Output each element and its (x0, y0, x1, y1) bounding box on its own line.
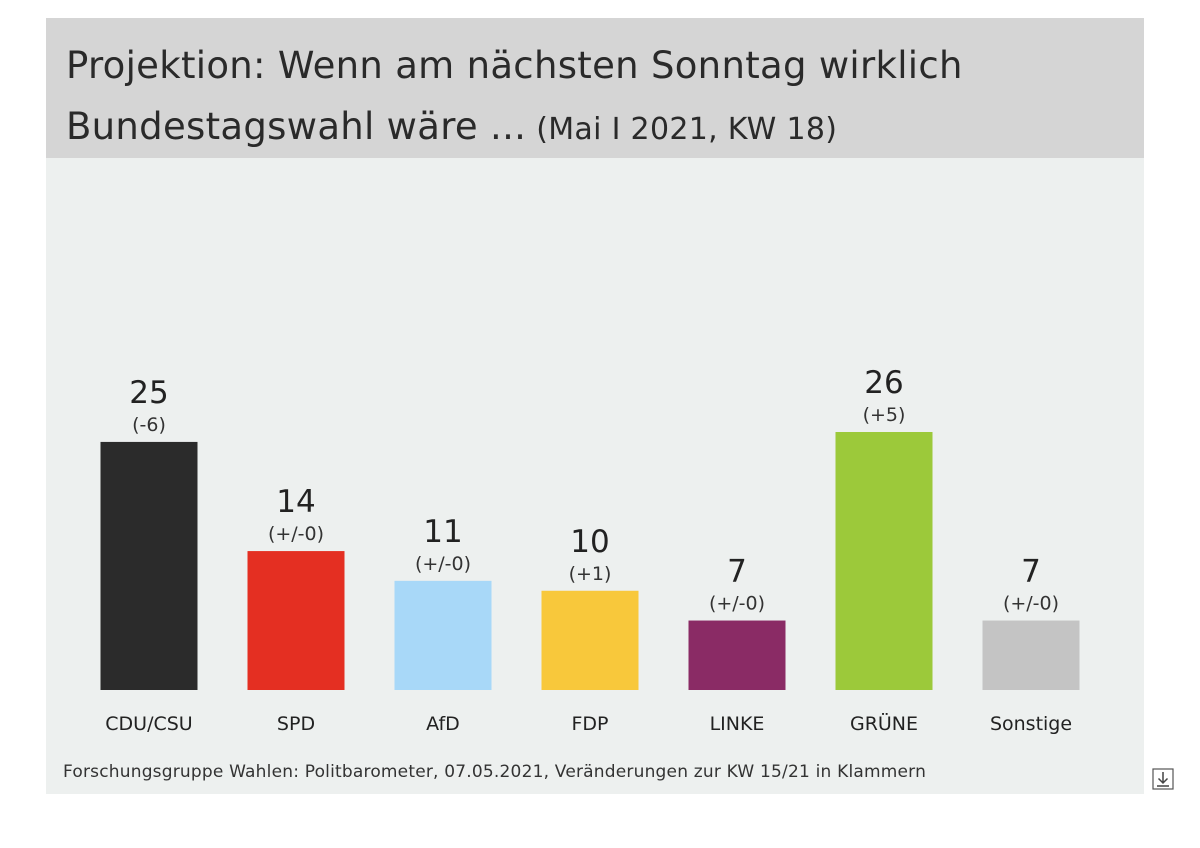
bar-gruene (836, 432, 933, 690)
value-label-cdu-csu: 25 (129, 375, 168, 411)
bar-chart: 25 14 11 10 7 26 7 (-6) (+/-0) (+/-0) (+1) (+/-0) (… (46, 158, 1144, 758)
chart-title-line2: Bundestagswahl wäre ... (Mai I 2021, KW 1… (66, 105, 837, 148)
change-label-afd: (+/-0) (415, 553, 471, 575)
bar-afd (395, 581, 492, 690)
change-label-sonstige: (+/-0) (1003, 593, 1059, 615)
category-label-linke: LINKE (710, 713, 765, 735)
source-note: Forschungsgruppe Wahlen: Politbarometer,… (63, 762, 926, 782)
bar-sonstige (983, 621, 1080, 690)
value-label-fdp: 10 (570, 524, 609, 560)
change-label-fdp: (+1) (569, 563, 612, 585)
bar-cdu-csu (101, 442, 198, 690)
value-label-linke: 7 (727, 554, 747, 590)
change-label-cdu-csu: (-6) (132, 414, 166, 436)
category-label-fdp: FDP (571, 713, 608, 735)
category-label-sonstige: Sonstige (990, 713, 1072, 735)
download-icon[interactable] (1152, 768, 1174, 790)
change-label-spd: (+/-0) (268, 523, 324, 545)
bar-linke (689, 621, 786, 690)
value-label-sonstige: 7 (1021, 554, 1041, 590)
bar-spd (248, 551, 345, 690)
category-label-gruene: GRÜNE (850, 712, 918, 735)
chart-title-line2-text: Bundestagswahl wäre ... (66, 105, 526, 148)
category-label-afd: AfD (426, 713, 460, 735)
chart-subtitle: (Mai I 2021, KW 18) (536, 112, 837, 147)
value-label-gruene: 26 (864, 365, 903, 401)
chart-header: Projektion: Wenn am nächsten Sonntag wir… (46, 18, 1144, 158)
value-label-spd: 14 (276, 484, 315, 520)
chart-card: Projektion: Wenn am nächsten Sonntag wir… (46, 18, 1144, 794)
value-label-afd: 11 (423, 514, 462, 550)
category-label-cdu-csu: CDU/CSU (105, 713, 192, 735)
chart-title-line1: Projektion: Wenn am nächsten Sonntag wir… (66, 44, 963, 87)
change-label-gruene: (+5) (863, 404, 906, 426)
category-labels-group: CDU/CSU SPD AfD FDP LINKE GRÜNE Sonstige (105, 712, 1072, 735)
bar-fdp (542, 591, 639, 690)
change-label-linke: (+/-0) (709, 593, 765, 615)
bars-group (101, 432, 1080, 690)
category-label-spd: SPD (277, 713, 315, 735)
